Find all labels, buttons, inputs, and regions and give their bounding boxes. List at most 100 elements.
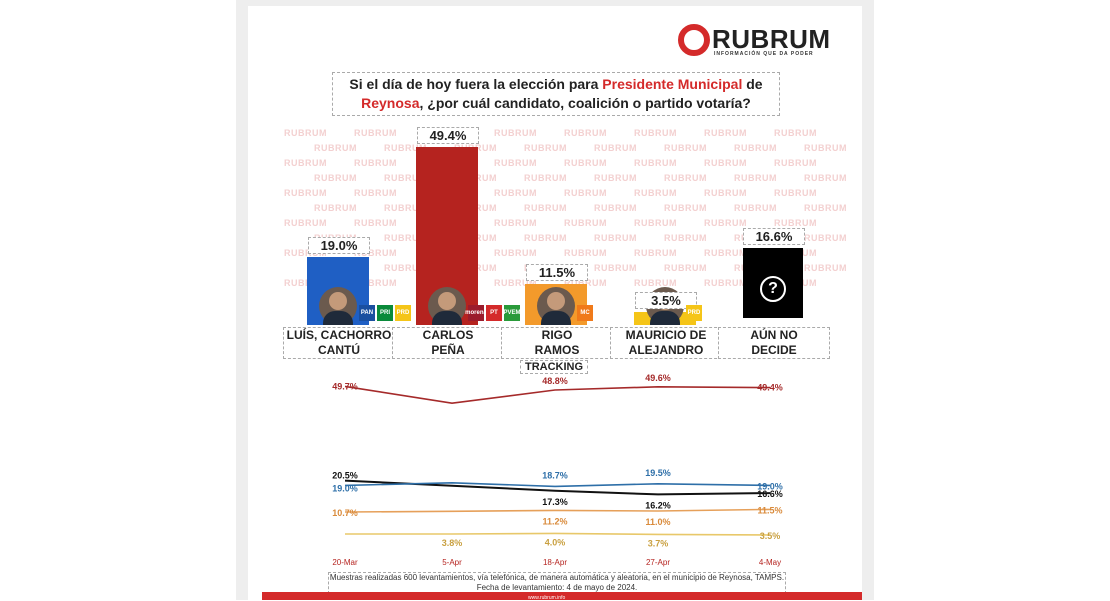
watermark-text: RUBRUM xyxy=(564,278,607,288)
party-logos: PRD xyxy=(686,305,702,321)
watermark-text: RUBRUM xyxy=(564,158,607,168)
watermark-text: RUBRUM xyxy=(774,128,817,138)
watermark-text: RUBRUM xyxy=(594,203,637,213)
candidate-name-line-2: ALEJANDRO xyxy=(628,343,704,357)
tracking-title: TRACKING xyxy=(520,360,588,374)
footer-strip xyxy=(262,592,862,600)
watermark-text: RUBRUM xyxy=(564,248,607,258)
watermark-text: RUBRUM xyxy=(734,173,777,183)
candidate-name-line-1: AÚN NO xyxy=(750,328,798,342)
tracking-point-label: 49.6% xyxy=(645,373,671,383)
site-url: www.rubrum.info xyxy=(528,595,566,601)
watermark-text: RUBRUM xyxy=(804,143,847,153)
party-logos: morena PT PVEM xyxy=(465,305,521,321)
watermark-text: RUBRUM xyxy=(284,278,327,288)
watermark-text: RUBRUM xyxy=(564,128,607,138)
watermark-text: RUBRUM xyxy=(564,188,607,198)
watermark-text: RUBRUM xyxy=(664,143,707,153)
party-logo-icon: PRD xyxy=(686,305,702,321)
bar-value-label: 16.6% xyxy=(743,228,805,245)
watermark-text: RUBRUM xyxy=(354,278,397,288)
candidate-name: LUÍS, CACHORRO CANTÚ xyxy=(283,327,395,359)
tracking-series-line xyxy=(344,481,771,488)
watermark-text: RUBRUM xyxy=(664,233,707,243)
footnote-line-1: Muestras realizadas 600 levantamientos, … xyxy=(329,573,785,582)
watermark-text: RUBRUM xyxy=(354,128,397,138)
watermark-text: RUBRUM xyxy=(634,278,677,288)
question-highlight-city: Reynosa xyxy=(361,95,420,111)
logo-tagline: INFORMACIÓN QUE DA PODER xyxy=(714,51,814,57)
party-logo-icon: PVEM xyxy=(504,305,521,321)
tracking-series-line xyxy=(344,385,771,405)
watermark-text: RUBRUM xyxy=(774,188,817,198)
watermark-text: RUBRUM xyxy=(704,158,747,168)
watermark-text: RUBRUM xyxy=(384,173,427,183)
footnote-line-2: Fecha de levantamiento: 4 de mayo de 202… xyxy=(476,583,638,592)
watermark-text: RUBRUM xyxy=(634,158,677,168)
tracking-x-tick-label: 5-Apr xyxy=(442,558,462,567)
candidate-photo xyxy=(319,287,357,325)
question-text-1: Si el día de hoy fuera la elección para xyxy=(349,76,603,92)
watermark-text: RUBRUM xyxy=(524,143,567,153)
party-logos: PAN PRI PRD xyxy=(359,305,411,321)
tracking-point-label: 18.7% xyxy=(542,470,568,480)
watermark-text: RUBRUM xyxy=(704,188,747,198)
tracking-point-label: 11.0% xyxy=(645,517,670,527)
tracking-point-label: 11.5% xyxy=(757,505,782,515)
tracking-point-label: 19.0% xyxy=(332,483,358,493)
watermark-text: RUBRUM xyxy=(564,218,607,228)
party-logo-icon: PRI xyxy=(377,305,393,321)
tracking-point-label: 3.5% xyxy=(760,531,781,541)
watermark-text: RUBRUM xyxy=(314,203,357,213)
tracking-series-line xyxy=(344,479,771,496)
watermark-text: RUBRUM xyxy=(774,158,817,168)
candidate-name-line-2: CANTÚ xyxy=(318,343,360,357)
watermark-text: RUBRUM xyxy=(594,173,637,183)
watermark-text: RUBRUM xyxy=(704,248,747,258)
watermark-text: RUBRUM xyxy=(524,203,567,213)
tracking-point-label: 11.2% xyxy=(542,516,567,526)
watermark-text: RUBRUM xyxy=(804,203,847,213)
bar-value-label: 3.5% xyxy=(635,292,697,310)
watermark-text: RUBRUM xyxy=(314,143,357,153)
candidate-name: RIGO RAMOS xyxy=(501,327,613,359)
logo-ring-icon xyxy=(678,24,710,56)
watermark-text: RUBRUM xyxy=(284,188,327,198)
tracking-x-tick-label: 4-May xyxy=(759,558,781,567)
watermark-text: RUBRUM xyxy=(774,218,817,228)
tracking-series-line xyxy=(345,532,771,536)
watermark-text: RUBRUM xyxy=(804,173,847,183)
watermark-text: RUBRUM xyxy=(804,263,847,273)
watermark-text: RUBRUM xyxy=(384,233,427,243)
candidate-name-line-1: RIGO xyxy=(541,328,573,342)
tracking-point-label: 19.0% xyxy=(757,481,783,491)
tracking-point-label: 17.3% xyxy=(542,497,568,507)
watermark-text: RUBRUM xyxy=(594,143,637,153)
party-logo-icon: PRD xyxy=(395,305,411,321)
candidate-name-line-2: RAMOS xyxy=(534,343,580,357)
undecided-silhouette: ? xyxy=(743,248,803,318)
party-logos: MC xyxy=(577,305,593,321)
tracking-point-label: 19.5% xyxy=(645,468,671,478)
tracking-x-tick-label: 18-Apr xyxy=(543,558,567,567)
bar-value-label: 19.0% xyxy=(308,236,370,254)
watermark-text: RUBRUM xyxy=(354,188,397,198)
tracking-point-label: 49.7% xyxy=(332,381,358,391)
tracking-series-line xyxy=(344,508,771,513)
watermark-text: RUBRUM xyxy=(634,248,677,258)
tracking-point-label: 16.6% xyxy=(757,489,783,499)
question-text-2: de xyxy=(742,76,763,92)
survey-question: Si el día de hoy fuera la elección para … xyxy=(332,72,780,116)
question-mark-icon: ? xyxy=(759,276,787,312)
watermark-text: RUBRUM xyxy=(804,233,847,243)
bar-value-label: 49.4% xyxy=(417,127,479,145)
party-logo-icon: PAN xyxy=(359,305,375,321)
tracking-point-label: 4.0% xyxy=(545,537,566,547)
watermark-text: RUBRUM xyxy=(314,173,357,183)
candidate-name-line-1: MAURICIO DE xyxy=(625,328,707,342)
watermark-text: RUBRUM xyxy=(594,263,637,273)
watermark-text: RUBRUM xyxy=(354,248,397,258)
candidate-photo xyxy=(537,287,575,325)
watermark-text: RUBRUM xyxy=(704,128,747,138)
watermark-text: RUBRUM xyxy=(734,203,777,213)
